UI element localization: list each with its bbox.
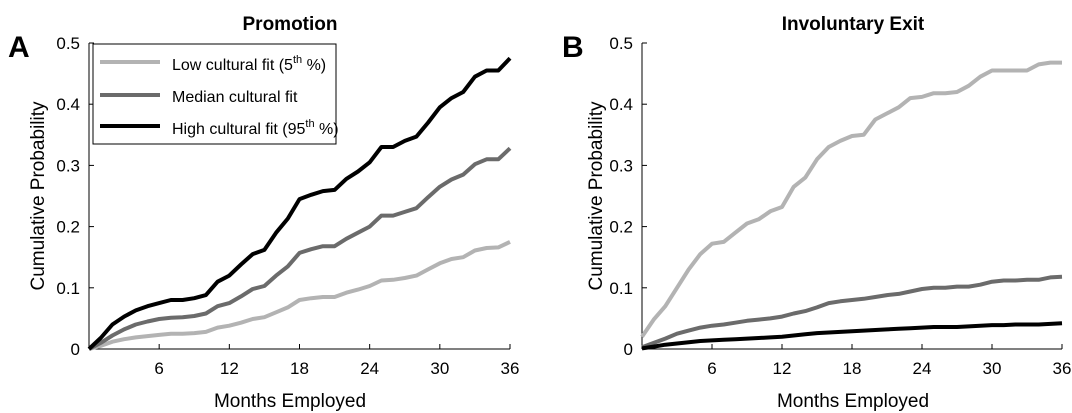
series-line-low-fit xyxy=(88,240,511,351)
legend-label-high: High cultural fit (95th %) xyxy=(172,118,339,138)
x-tick-label: 12 xyxy=(220,359,239,378)
y-axis-label: Cumulative Probability xyxy=(586,101,607,291)
x-tick-label: 6 xyxy=(154,359,163,378)
panel-b-involuntary-exit: B Involuntary Exit Months Employed Cumul… xyxy=(562,14,1071,412)
y-tick-label: 0.4 xyxy=(609,95,633,114)
y-axis-label: Cumulative Probability xyxy=(28,101,49,291)
y-tick-label: 0 xyxy=(624,340,633,359)
series-line-high-fit xyxy=(87,56,512,351)
x-tick-label: 24 xyxy=(913,359,932,378)
y-tick-label: 0.5 xyxy=(56,34,80,53)
legend-label-low: Low cultural fit (5th %) xyxy=(172,54,326,74)
y-tick-label: 0.1 xyxy=(56,279,80,298)
series-line-median-fit xyxy=(641,274,1063,350)
y-tick-label: 0.5 xyxy=(609,34,633,53)
y-tick-label: 0.3 xyxy=(56,156,80,175)
x-tick-label: 24 xyxy=(360,359,379,378)
y-tick-label: 0.4 xyxy=(56,95,80,114)
panel-a-promotion: A Promotion Months Employed Cumulative P… xyxy=(8,14,519,412)
plot-area-b: 0 0.1 0.2 0.3 0.4 0.5 6 12 18 24 30 36 xyxy=(609,34,1071,378)
x-axis-label: Months Employed xyxy=(214,391,366,412)
legend-label-median: Median cultural fit xyxy=(172,89,298,106)
series-line-high-fit xyxy=(641,321,1063,351)
plot-area-a: 0 0.1 0.2 0.3 0.4 0.5 6 12 18 24 30 36 xyxy=(56,34,519,378)
chart-title-involuntary-exit: Involuntary Exit xyxy=(782,14,925,35)
legend: Low cultural fit (5th %) Median cultural… xyxy=(92,43,339,145)
x-tick-label: 36 xyxy=(1053,359,1072,378)
y-tick-label: 0.2 xyxy=(56,218,80,237)
y-tick-label: 0.3 xyxy=(609,156,633,175)
panel-letter-a: A xyxy=(8,31,30,64)
x-tick-label: 30 xyxy=(430,359,449,378)
x-tick-label: 18 xyxy=(290,359,309,378)
x-tick-label: 30 xyxy=(983,359,1002,378)
x-axis-label: Months Employed xyxy=(777,391,929,412)
x-tick-label: 12 xyxy=(773,359,792,378)
series-line-median-fit xyxy=(88,146,512,351)
y-tick-label: 0.1 xyxy=(609,279,633,298)
series-line-low-fit xyxy=(640,60,1062,338)
y-tick-label: 0.2 xyxy=(609,218,633,237)
x-tick-label: 18 xyxy=(843,359,862,378)
chart-title-promotion: Promotion xyxy=(243,14,338,35)
panel-letter-b: B xyxy=(562,31,584,64)
y-tick-label: 0 xyxy=(71,340,80,359)
x-tick-label: 6 xyxy=(707,359,716,378)
x-tick-label: 36 xyxy=(501,359,520,378)
